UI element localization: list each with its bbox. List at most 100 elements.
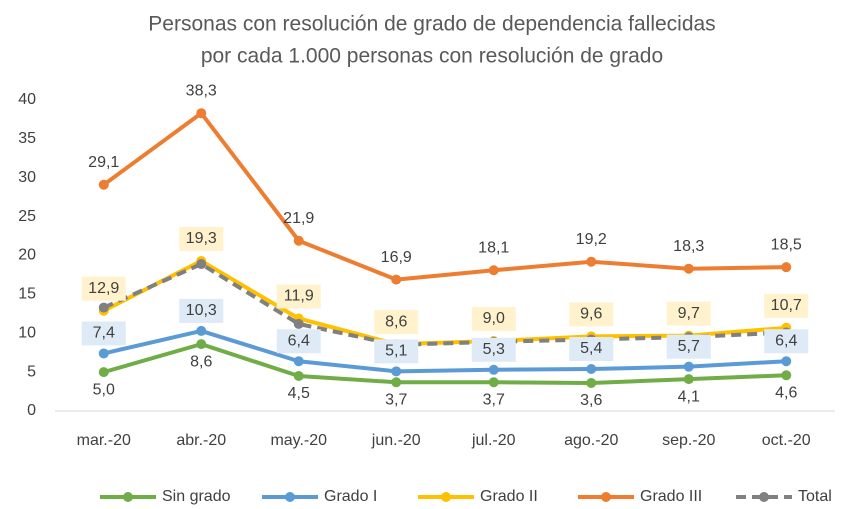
data-label: 4,6: [775, 384, 797, 401]
data-label: 18,1: [478, 239, 509, 256]
data-label: 3,7: [483, 391, 505, 408]
point: [683, 263, 694, 274]
x-tick-label: abr.-20: [176, 432, 226, 449]
legend-label: Grado II: [480, 488, 538, 505]
legend-marker: [759, 492, 769, 502]
label-bg: [471, 307, 516, 332]
point: [781, 370, 792, 381]
legend-marker: [601, 492, 611, 502]
data-label: 3,7: [385, 391, 407, 408]
point: [391, 366, 402, 377]
data-label: 19,3: [186, 230, 217, 247]
y-tick-label: 0: [27, 402, 36, 419]
series-line: [103, 342, 787, 386]
y-tick-label: 10: [18, 324, 36, 341]
label-bg: [81, 276, 126, 301]
label-bg: [374, 339, 419, 364]
label-bg: [666, 301, 711, 326]
data-label: 21,9: [283, 210, 314, 227]
point: [98, 179, 109, 190]
label-bg: [179, 298, 224, 323]
point: [293, 356, 304, 367]
data-label: 12,9: [88, 280, 119, 297]
data-label: 10,7: [771, 297, 802, 314]
data-label: 16,9: [381, 249, 412, 266]
data-label: 3,6: [580, 392, 602, 409]
point: [293, 235, 304, 246]
point: [98, 348, 109, 359]
y-tick-label: 15: [18, 286, 36, 303]
data-label: 9,6: [580, 306, 602, 323]
series-line: [103, 328, 787, 374]
x-tick-label: sep.-20: [662, 432, 715, 449]
label-bg: [471, 337, 516, 362]
data-label: 18,3: [673, 238, 704, 255]
point: [586, 378, 597, 389]
point: [196, 108, 207, 119]
legend-marker: [285, 492, 295, 502]
y-tick-label: 5: [27, 363, 36, 380]
point: [196, 259, 207, 270]
chart-subtitle: por cada 1.000 personas con resolución d…: [201, 45, 663, 68]
x-tick-label: jun.-20: [371, 432, 421, 449]
label-bg: [276, 284, 321, 309]
x-tick-label: jul.-20: [471, 432, 516, 449]
data-label: 10,3: [186, 302, 217, 319]
data-label: 4,1: [678, 388, 700, 405]
y-tick-label: 40: [18, 91, 36, 108]
point: [781, 356, 792, 367]
x-tick-label: ago.-20: [564, 432, 618, 449]
data-label: 7,4: [93, 325, 115, 342]
point: [98, 367, 109, 378]
data-label: 18,5: [771, 236, 802, 253]
point: [98, 302, 109, 313]
point: [391, 274, 402, 285]
data-label: 8,6: [190, 353, 212, 370]
data-label: 5,0: [93, 381, 115, 398]
point: [391, 377, 402, 388]
label-bg: [569, 337, 614, 362]
legend-marker: [123, 492, 133, 502]
point: [683, 361, 694, 372]
point: [488, 364, 499, 375]
data-label: 9,0: [483, 310, 505, 327]
point: [488, 265, 499, 276]
label-bg: [764, 293, 809, 318]
legend-label: Grado III: [640, 488, 702, 505]
x-tick-label: mar.-20: [77, 432, 131, 449]
label-bg: [569, 302, 614, 327]
y-tick-label: 35: [18, 130, 36, 147]
data-label: 4,5: [288, 385, 310, 402]
legend-label: Sin grado: [162, 488, 231, 505]
point: [488, 377, 499, 388]
label-bg: [374, 310, 419, 335]
data-label: 19,2: [576, 231, 607, 248]
point: [293, 371, 304, 382]
point: [196, 325, 207, 336]
y-tick-label: 30: [18, 169, 36, 186]
data-label: 29,1: [88, 154, 119, 171]
label-bg: [764, 329, 809, 354]
y-tick-label: 20: [18, 247, 36, 264]
series-line: [102, 111, 787, 282]
x-tick-label: oct.-20: [762, 432, 811, 449]
point: [586, 364, 597, 375]
label-bg: [276, 329, 321, 354]
x-tick-label: may.-20: [270, 432, 327, 449]
data-label: 11,9: [284, 288, 314, 305]
data-label: 5,3: [483, 341, 505, 358]
data-label: 38,3: [186, 82, 217, 99]
data-label: 6,4: [775, 332, 797, 349]
data-label: 5,7: [678, 338, 700, 355]
chart-title: Personas con resolución de grado de depe…: [148, 13, 715, 36]
label-bg: [81, 321, 126, 346]
point: [196, 339, 207, 350]
point: [586, 256, 597, 267]
data-label: 6,4: [288, 332, 310, 349]
data-label: 9,7: [678, 305, 700, 322]
legend-marker: [441, 492, 451, 502]
legend-label: Total: [798, 488, 832, 505]
point: [781, 262, 792, 273]
data-label: 5,1: [385, 343, 407, 360]
point: [293, 318, 304, 329]
